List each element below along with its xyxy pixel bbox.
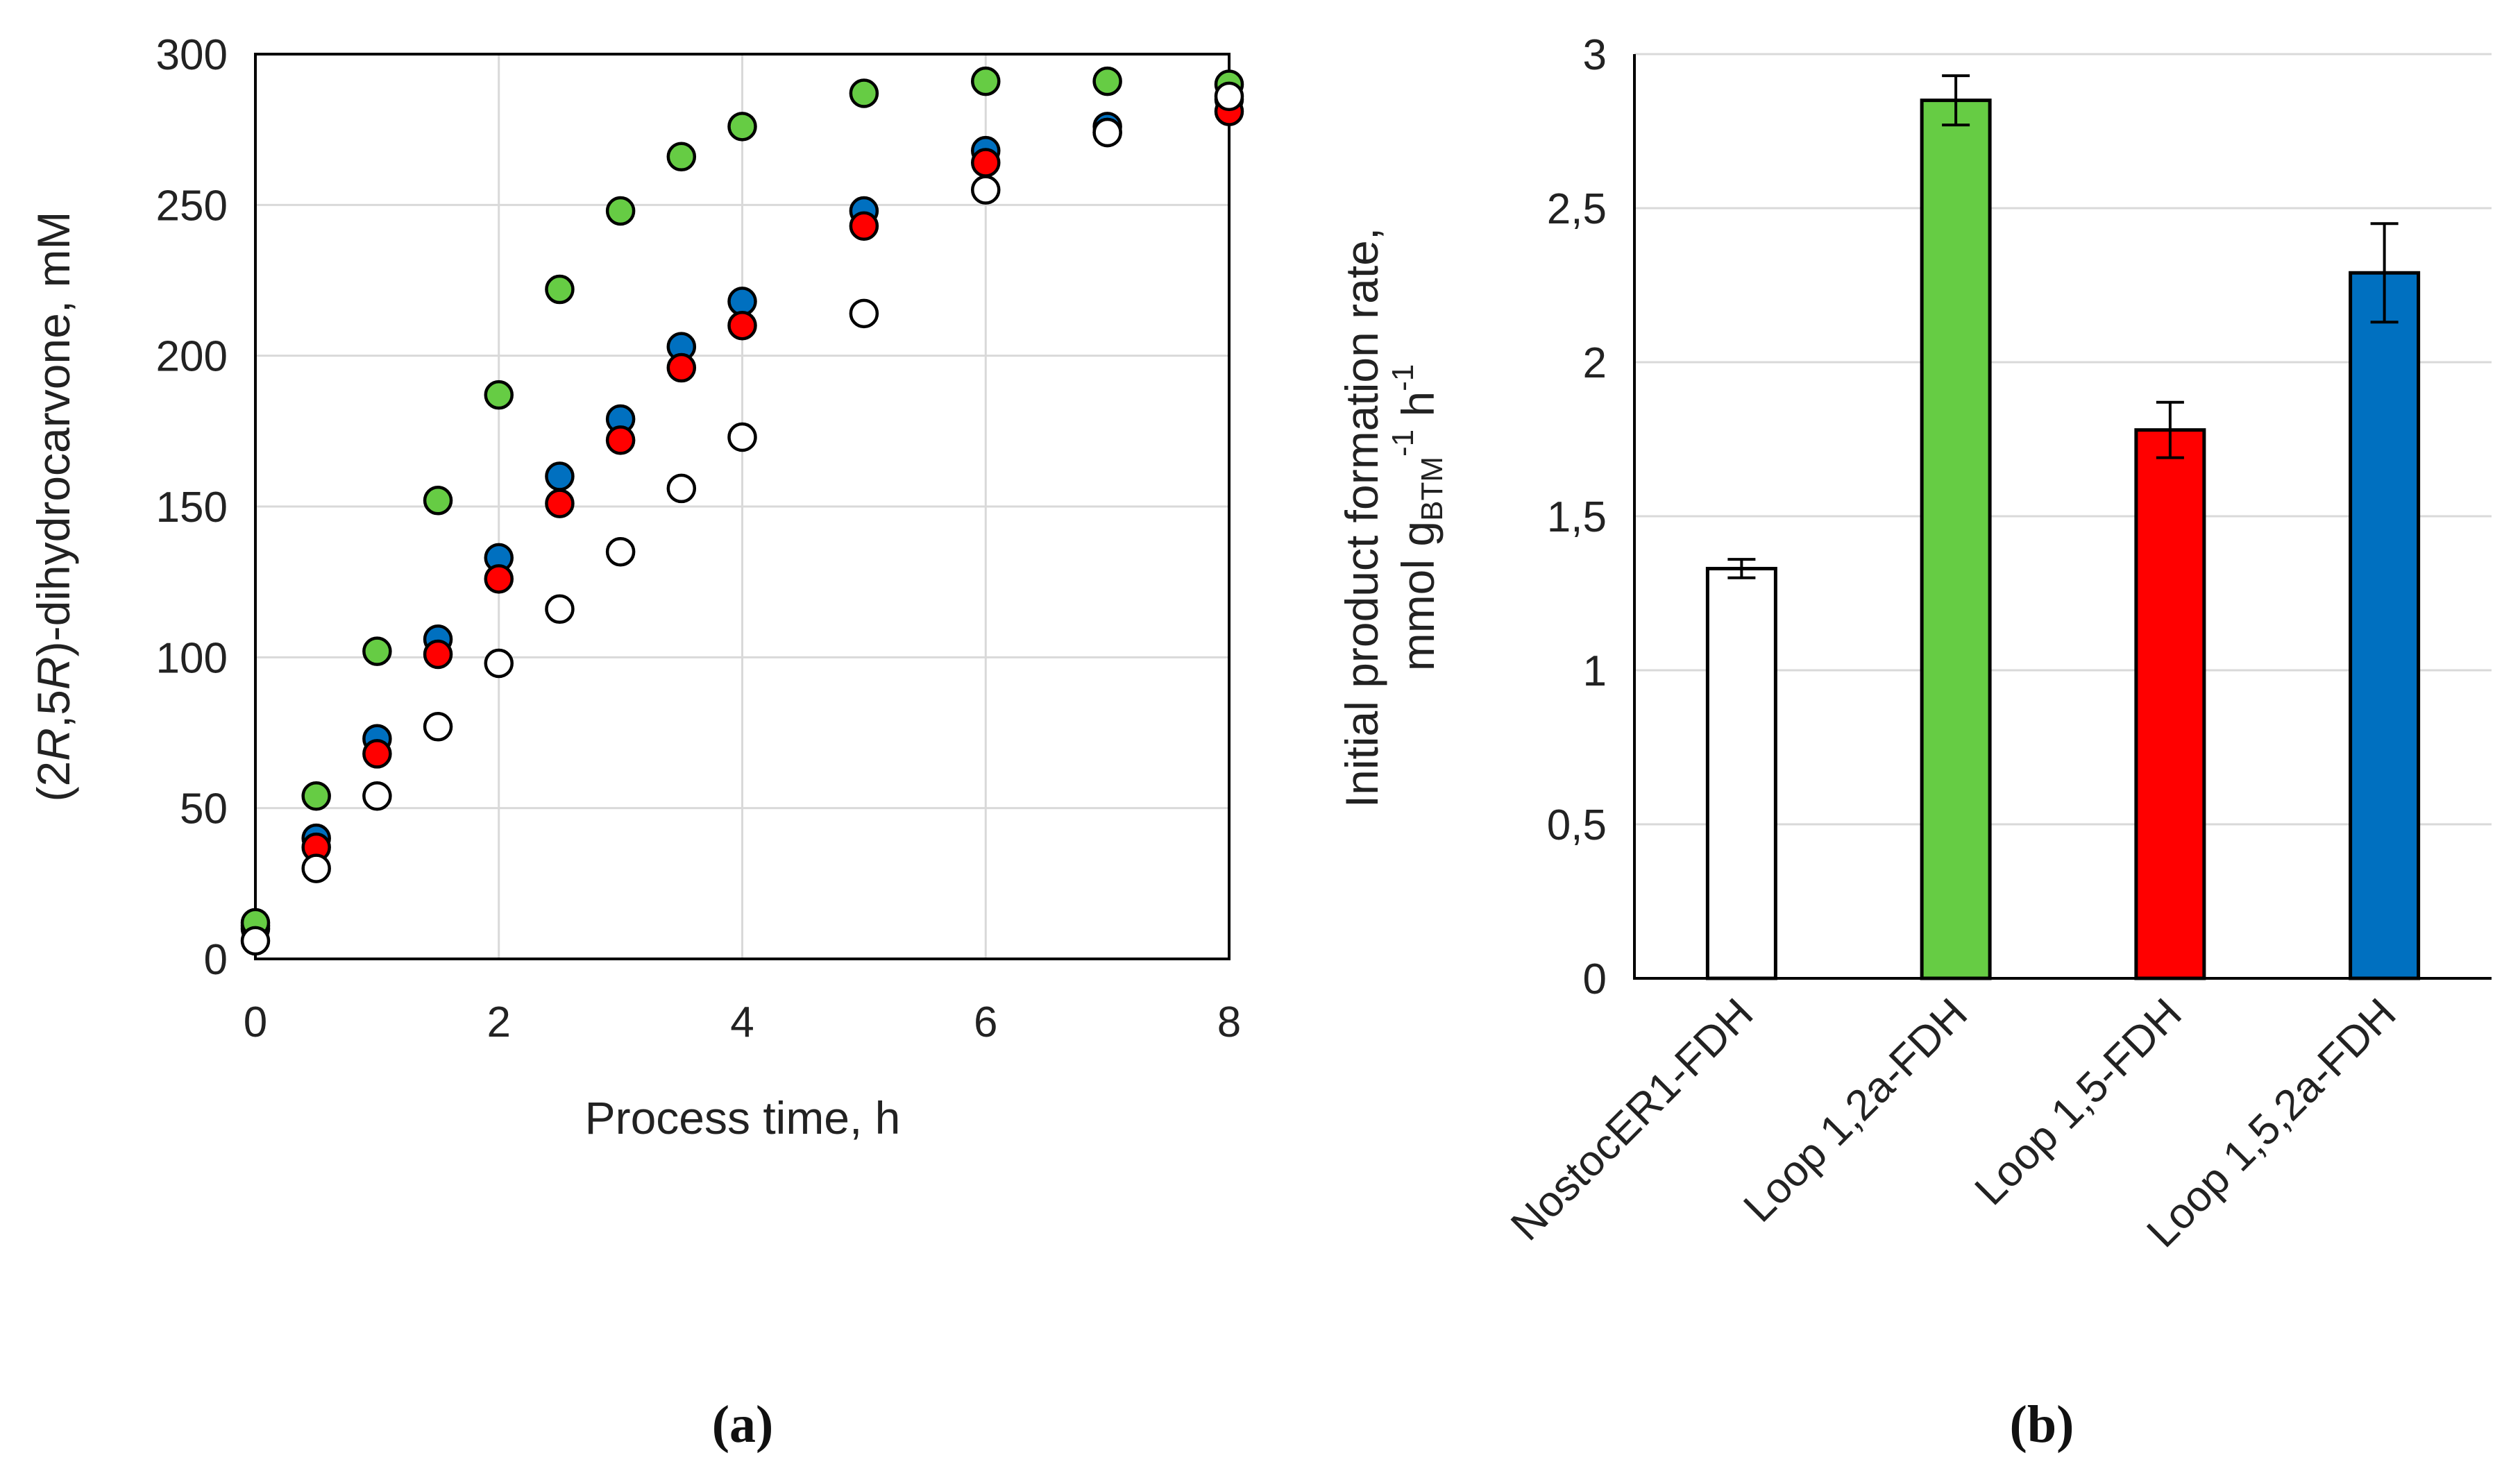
panel-a-point-loop-1-2a-fdh [605, 196, 636, 226]
panel-a-point-nostocer1-fdh [849, 298, 879, 329]
panel-a-point-loop-1-2a-fdh [727, 112, 757, 142]
panel-a-x-tick-label: 6 [974, 998, 997, 1046]
panel-a-point-loop-1-5-2a-fdh [727, 287, 757, 316]
panel-a-point-loop-1-5-fdh [484, 564, 514, 594]
panel-a-x-tick-label: 4 [730, 998, 754, 1046]
panel-a-caption-label: (a) [712, 1395, 774, 1454]
panel-a-point-loop-1-5-fdh [727, 310, 757, 341]
panel-a-data-points [240, 66, 1244, 956]
panel-b-bar [2349, 271, 2421, 980]
panel-a-x-tick-label: 0 [244, 998, 267, 1046]
panel-a-y-tick-labels: 0 50 100 150 200 250 300 [156, 31, 228, 984]
panel-b-category-label: Loop 1,5-FDH [1966, 989, 2191, 1214]
panel-a-gridlines [254, 53, 1231, 960]
panel-a-point-nostocer1-fdh [666, 473, 697, 504]
panel-a-point-loop-1-5-2a-fdh [545, 461, 575, 491]
panel-a-point-nostocer1-fdh [484, 648, 514, 679]
panel-b-y-tick-label: 0 [1583, 955, 1607, 1003]
panel-a-point-nostocer1-fdh [971, 175, 1001, 205]
panel-b-bar [1920, 99, 1992, 980]
panel-a-x-tick-labels: 0 2 4 6 8 [244, 998, 1241, 1046]
panel-a-point-loop-1-2a-fdh [666, 142, 697, 172]
panel-a-y-tick-label: 50 [180, 785, 228, 833]
panel-b-caption-label: (b) [2010, 1395, 2074, 1454]
panel-a-y-tick-label: 300 [156, 31, 228, 79]
panel-b-y-axis-label-line2: mmol gBTM-1 h-1 [1386, 364, 1449, 672]
panel-a-point-loop-1-5-fdh [362, 739, 392, 769]
panel-a-point-nostocer1-fdh [545, 594, 575, 624]
panel-b-y-axis-label-line1: Initial product formation rate, [1336, 228, 1387, 808]
panel-a-point-nostocer1-fdh [301, 853, 331, 883]
panel-a-point-loop-1-2a-fdh [971, 66, 1001, 96]
panel-a-point-loop-1-5-fdh [666, 352, 697, 383]
panel-a-y-tick-label: 0 [204, 936, 228, 984]
panel-a-point-loop-1-5-fdh [545, 488, 575, 518]
panel-a-x-tick-label: 8 [1217, 998, 1241, 1046]
panel-a-y-tick-label: 250 [156, 182, 228, 230]
panel-b-error-bars [1727, 74, 2399, 579]
panel-b-bar [1705, 566, 1777, 980]
panel-a-point-loop-1-2a-fdh [484, 380, 514, 410]
panel-a-point-nostocer1-fdh [605, 536, 636, 567]
panel-a-point-loop-1-5-fdh [849, 211, 879, 241]
panel-b-category-label: NostocER1-FDH [1502, 989, 1762, 1250]
panel-a-point-nostocer1-fdh [1092, 117, 1122, 148]
panel-a-point-nostocer1-fdh [362, 781, 392, 811]
panel-b-bar [2134, 428, 2206, 980]
panel-b-y-tick-label: 1 [1583, 647, 1607, 695]
panel-b-y-tick-label: 3 [1583, 31, 1607, 79]
panel-a-point-loop-1-5-fdh [423, 639, 453, 670]
panel-a-point-nostocer1-fdh [1214, 81, 1244, 112]
panel-b-category-label: Loop 1,2a-FDH [1734, 989, 1977, 1232]
panel-a-scatter-chart: 0 50 100 150 200 250 300 0 2 4 6 8 Process time, h… [28, 31, 1244, 1454]
panel-b-y-tick-label: 1,5 [1547, 493, 1607, 541]
panel-a-point-nostocer1-fdh [423, 712, 453, 742]
panel-a-point-nostocer1-fdh [240, 926, 271, 956]
panel-b-y-tick-label: 2,5 [1547, 185, 1607, 233]
panel-a-point-loop-1-2a-fdh [301, 781, 331, 811]
panel-a-point-loop-1-5-fdh [971, 148, 1001, 178]
panel-a-point-nostocer1-fdh [727, 422, 757, 452]
panel-a-y-tick-label: 100 [156, 634, 228, 682]
panel-b-axes [1633, 54, 2492, 980]
panel-a-y-axis-label: (2R,5R)-dihydrocarvone, mM [28, 212, 79, 802]
panel-a-x-axis-label: Process time, h [585, 1092, 901, 1143]
panel-a-y-tick-label: 150 [156, 484, 228, 531]
panel-b-y-tick-label: 0,5 [1547, 801, 1607, 849]
panel-a-point-loop-1-2a-fdh [1092, 66, 1122, 96]
panel-b-bars [1705, 99, 2421, 980]
panel-a-plot-frame [254, 53, 1231, 960]
panel-a-point-loop-1-5-fdh [605, 425, 636, 455]
panel-a-x-tick-label: 2 [487, 998, 511, 1046]
panel-a-point-loop-1-2a-fdh [849, 78, 879, 108]
panel-a-point-loop-1-2a-fdh [545, 274, 575, 305]
panel-a-y-tick-label: 200 [156, 333, 228, 381]
panel-b-y-tick-labels: 0 0,5 1 1,5 2 2,5 3 [1547, 31, 1607, 1003]
panel-b-y-tick-label: 2 [1583, 339, 1607, 387]
panel-a-point-loop-1-2a-fdh [362, 636, 392, 666]
panel-a-point-loop-1-2a-fdh [423, 486, 453, 516]
